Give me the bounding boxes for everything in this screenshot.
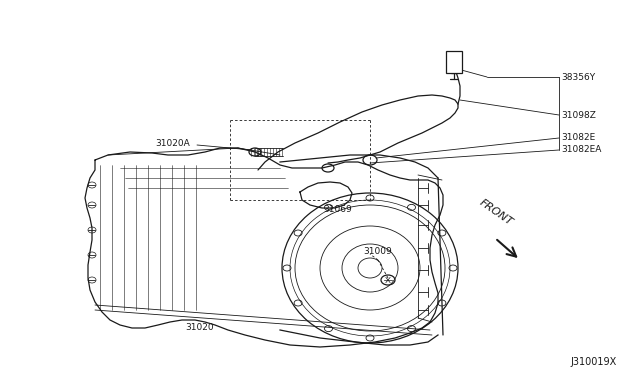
Text: 38356Y: 38356Y (561, 73, 595, 81)
Text: 31020A: 31020A (155, 138, 189, 148)
Text: 31098Z: 31098Z (561, 110, 596, 119)
Text: 31069: 31069 (323, 205, 352, 215)
Bar (446, 51, 462, 73)
Text: J310019X: J310019X (571, 357, 617, 367)
Text: FRONT: FRONT (478, 197, 515, 227)
Text: 31009: 31009 (363, 247, 392, 257)
Text: 31020: 31020 (185, 324, 214, 333)
Text: 31082E: 31082E (561, 134, 595, 142)
Text: 31082EA: 31082EA (561, 145, 602, 154)
